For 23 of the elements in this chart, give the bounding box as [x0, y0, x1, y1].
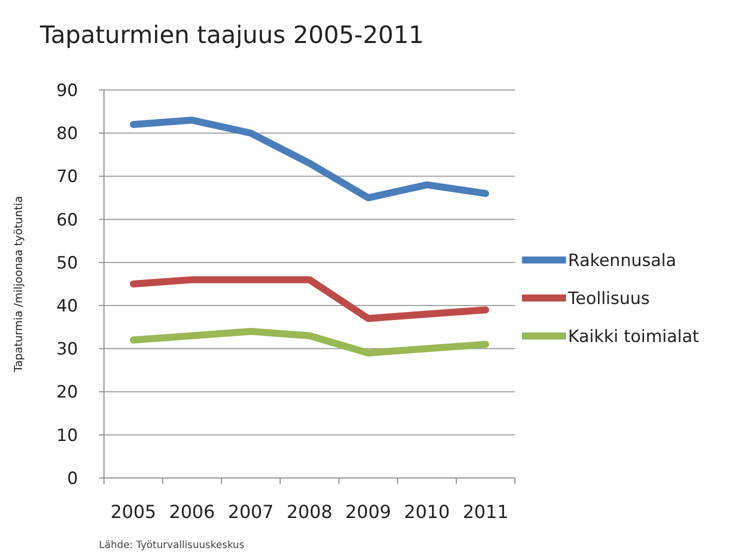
- x-tick-label: 2008: [286, 502, 332, 523]
- y-tick-label: 80: [56, 124, 78, 144]
- y-tick-label: 70: [56, 167, 78, 188]
- x-tick-label: 2007: [228, 502, 274, 523]
- y-tick-label: 30: [56, 340, 78, 360]
- legend-label: Rakennusala: [568, 250, 676, 271]
- chart-title: Tapaturmien taajuus 2005-2011: [39, 21, 424, 49]
- y-tick-label: 0: [67, 468, 78, 489]
- y-tick-label: 20: [56, 382, 78, 403]
- x-tick-label: 2005: [110, 502, 156, 523]
- x-tick-label: 2010: [404, 502, 450, 523]
- y-axis-title: Tapaturmia /miljoonaa työtuntia: [12, 196, 25, 373]
- y-tick-label: 10: [56, 426, 78, 446]
- y-tick-label: 90: [56, 80, 78, 101]
- y-tick-label: 40: [56, 296, 78, 317]
- x-tick-label: 2006: [169, 502, 215, 523]
- text: Lähde: Työturvallisuuskeskus: [99, 540, 244, 551]
- x-tick-label: 2009: [345, 502, 392, 523]
- legend-label: Teollisuus: [567, 288, 650, 309]
- y-tick-label: 50: [56, 253, 78, 274]
- legend-label: Kaikki toimialat: [568, 326, 700, 347]
- x-tick-label: 2011: [462, 502, 509, 523]
- y-tick-label: 60: [56, 210, 78, 230]
